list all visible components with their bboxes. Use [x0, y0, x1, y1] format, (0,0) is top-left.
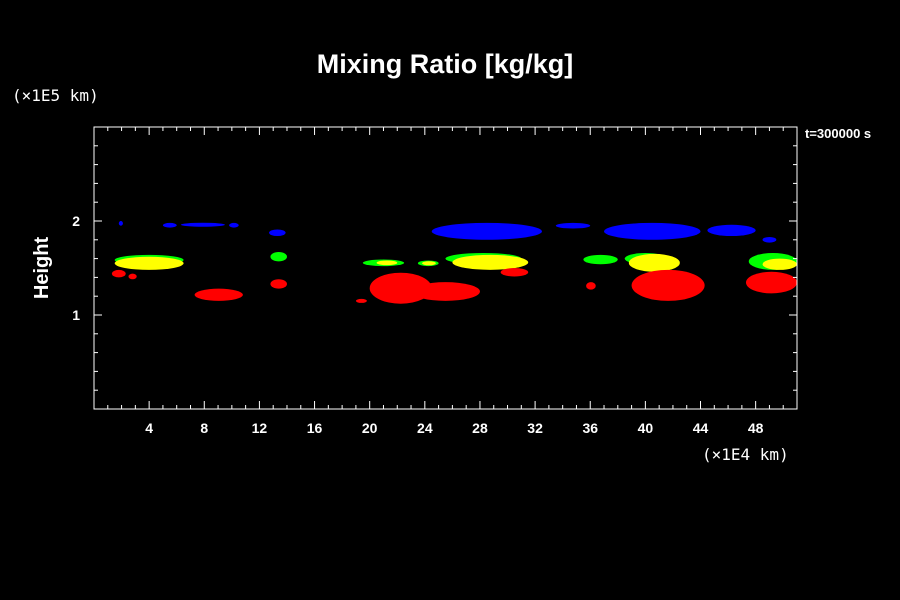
time-label: t=300000 s — [805, 126, 871, 141]
x-tick-label: 8 — [200, 420, 208, 436]
x-tick-label: 32 — [527, 420, 543, 436]
series-1-patch-5 — [583, 254, 618, 265]
series-3-patch-3 — [270, 279, 287, 289]
series-3-patch-0 — [111, 269, 126, 278]
series-0-patch-7 — [604, 222, 701, 240]
x-tick-label: 20 — [362, 420, 378, 436]
series-0-patch-3 — [229, 222, 239, 228]
series-2-patch-5 — [762, 258, 797, 270]
y-tick-label: 2 — [72, 213, 80, 229]
x-tick-label: 40 — [638, 420, 654, 436]
series-3 — [111, 268, 797, 304]
series-2-patch-0 — [114, 256, 184, 270]
y-tick-label: 1 — [72, 307, 80, 323]
x-tick-label: 12 — [252, 420, 268, 436]
chart-title: Mixing Ratio [kg/kg] — [317, 49, 574, 79]
series-2-patch-4 — [628, 253, 680, 272]
series-3-patch-4 — [355, 298, 367, 303]
series-0-patch-5 — [431, 222, 542, 240]
series-3-patch-2 — [194, 288, 243, 301]
x-tick-label: 36 — [582, 420, 598, 436]
series-3-patch-7 — [500, 268, 529, 277]
series-3-patch-9 — [631, 269, 705, 301]
series-0 — [118, 221, 777, 243]
series-2-patch-3 — [452, 254, 529, 270]
plot-area — [111, 221, 797, 304]
x-tick-label: 4 — [145, 420, 153, 436]
x-tick-label: 28 — [472, 420, 488, 436]
series-2 — [114, 253, 797, 272]
x-tick-label: 44 — [693, 420, 709, 436]
y-axis-scale-note: (×1E5 km) — [12, 86, 99, 105]
series-0-patch-4 — [269, 229, 286, 237]
series-3-patch-8 — [586, 282, 596, 290]
series-3-patch-6 — [411, 282, 480, 301]
x-axis-scale-note: (×1E4 km) — [702, 445, 789, 464]
series-0-patch-8 — [707, 224, 756, 237]
series-0-patch-1 — [162, 222, 177, 228]
series-0-patch-9 — [762, 236, 777, 243]
series-3-patch-1 — [128, 273, 137, 280]
x-tick-label: 48 — [748, 420, 764, 436]
x-tick-label: 16 — [307, 420, 323, 436]
series-3-patch-10 — [745, 271, 797, 294]
series-2-patch-1 — [376, 260, 398, 266]
plot-frame — [93, 126, 798, 410]
series-0-patch-6 — [555, 222, 591, 229]
series-2-patch-2 — [422, 261, 436, 266]
x-tick-label: 24 — [417, 420, 433, 436]
series-1-patch-1 — [270, 252, 287, 262]
series-0-patch-0 — [118, 221, 123, 226]
y-axis-label: Height — [31, 237, 53, 300]
series-0-patch-2 — [180, 222, 225, 227]
